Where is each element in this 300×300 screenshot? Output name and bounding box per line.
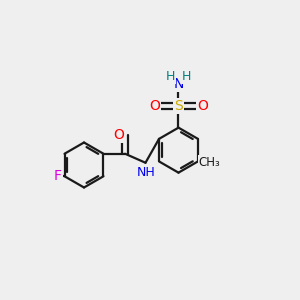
Text: O: O [197, 99, 208, 113]
Text: CH₃: CH₃ [199, 156, 220, 170]
Text: F: F [54, 169, 62, 183]
Text: O: O [113, 128, 124, 142]
Text: N: N [173, 77, 184, 91]
Text: S: S [174, 99, 183, 113]
Text: H: H [182, 70, 192, 83]
Text: NH: NH [137, 166, 155, 179]
Text: H: H [165, 70, 175, 83]
Text: O: O [149, 99, 160, 113]
